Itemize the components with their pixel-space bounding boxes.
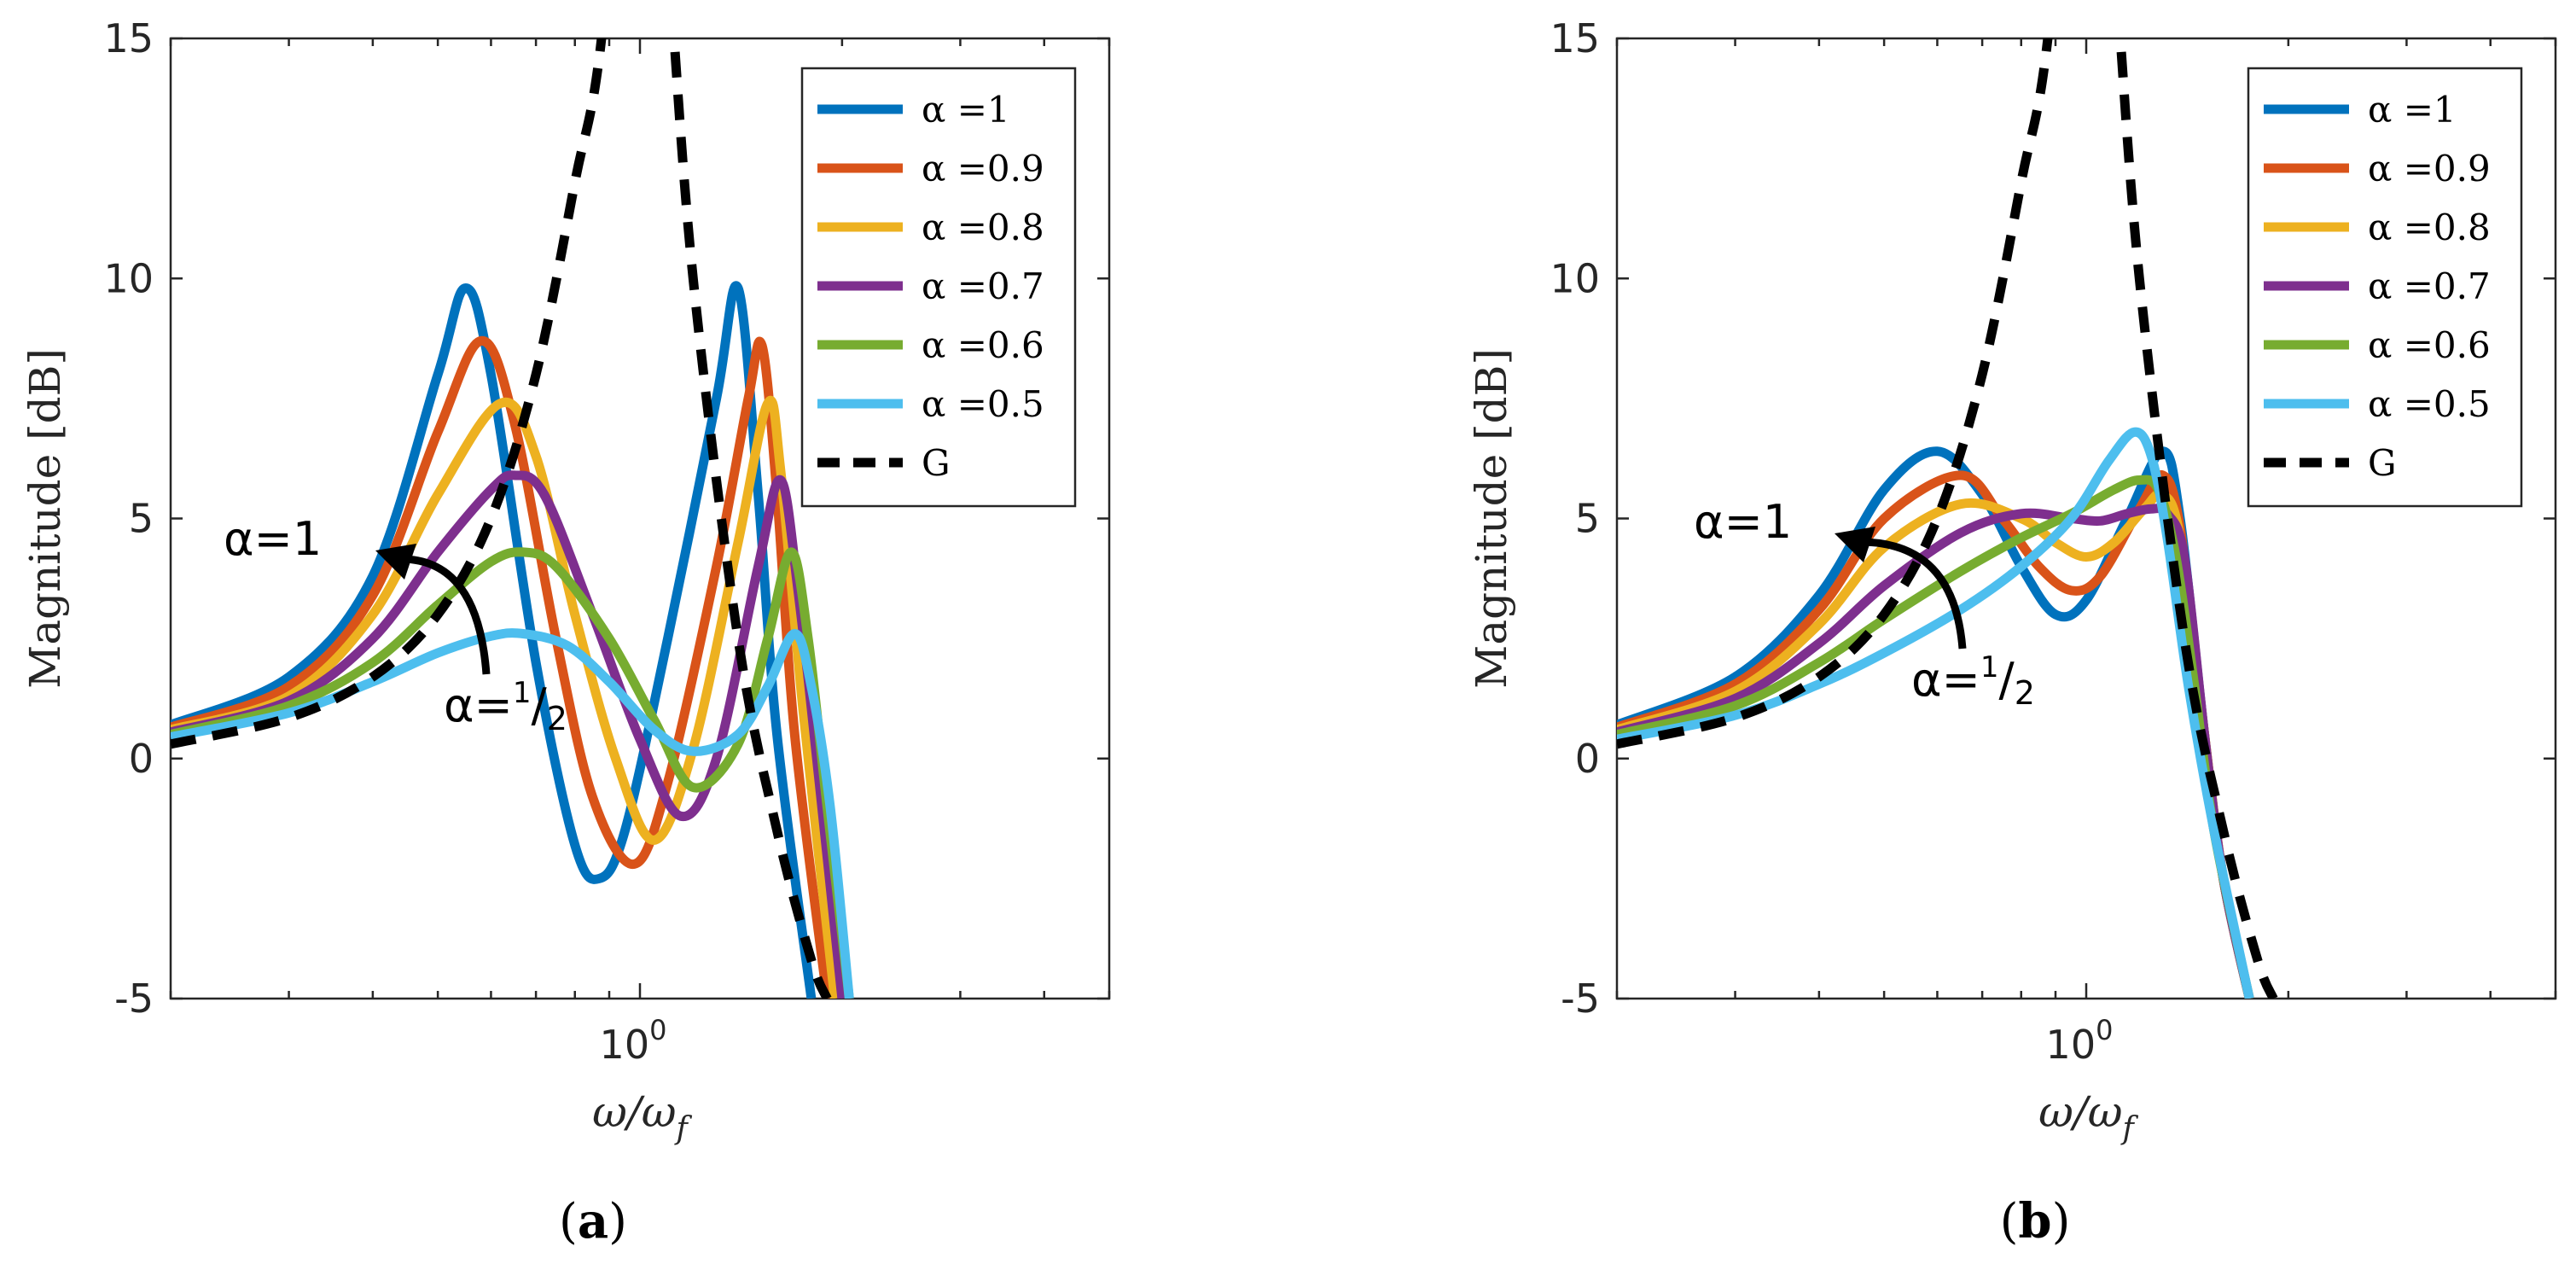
annotation-alpha-1: α=1	[1694, 495, 1792, 549]
annotation-arrowhead	[375, 544, 416, 580]
legend-label: α =0.8	[2368, 207, 2491, 248]
series-line-5	[171, 628, 854, 999]
y-axis-label: Magnitude [dB]	[1467, 348, 1516, 689]
legend-label: α =0.7	[2368, 265, 2491, 307]
legend-label: α =0.9	[2368, 148, 2491, 189]
legend-label: α =0.9	[922, 148, 1044, 189]
legend-label: α =0.7	[922, 265, 1044, 307]
panel-sublabel: (b)	[2000, 1193, 2071, 1249]
annotation-arrow	[1859, 538, 1967, 649]
series-line-G	[171, 38, 832, 999]
legend-label: G	[2368, 442, 2397, 484]
series-line-4	[1617, 475, 2254, 999]
plot-area	[171, 38, 854, 999]
y-tick-label: 0	[129, 736, 154, 782]
legend-label: α =0.8	[922, 207, 1044, 248]
y-tick-label: 5	[129, 496, 154, 542]
y-tick-label: 10	[103, 255, 154, 301]
legend-label: α =1	[922, 89, 1010, 131]
y-tick-label: 0	[1575, 736, 1600, 782]
legend-label: α =0.6	[922, 324, 1044, 366]
annotation-alpha-half: α=1/2	[444, 676, 567, 737]
annotation-arrowhead	[1835, 527, 1875, 562]
legend-label: G	[922, 442, 951, 484]
series-line-0	[171, 281, 817, 999]
y-axis-label: Magnitude [dB]	[20, 348, 70, 689]
y-tick-label: -5	[1561, 976, 1600, 1022]
series-line-3	[1617, 504, 2254, 999]
legend-label: α =0.5	[2368, 383, 2491, 425]
plot-area	[1617, 38, 2278, 999]
annotation-alpha-1: α=1	[224, 512, 322, 566]
legend-label: α =0.6	[2368, 324, 2491, 366]
series-line-4	[171, 547, 854, 999]
legend: α =1 α =0.9 α =0.8 α =0.7 α =0.6 α =0.5 G	[2247, 67, 2523, 508]
annotation-alpha-half: α=1/2	[1911, 650, 2035, 712]
x-axis-label: ω/ωf	[2038, 1087, 2138, 1146]
legend: α =1 α =0.9 α =0.8 α =0.7 α =0.6 α =0.5 G	[800, 67, 1077, 508]
x-tick-label: 100	[600, 1014, 667, 1068]
x-tick-label: 100	[2046, 1014, 2114, 1068]
panel-sublabel: (a)	[559, 1193, 627, 1249]
x-axis-label: ω/ωf	[592, 1087, 692, 1146]
y-tick-label: -5	[114, 976, 154, 1022]
y-tick-label: 5	[1575, 496, 1600, 542]
legend-label: α =0.5	[922, 383, 1044, 425]
series-line-G	[1617, 38, 2278, 999]
y-tick-label: 10	[1550, 255, 1600, 301]
y-tick-label: 15	[1550, 15, 1600, 61]
legend-label: α =1	[2368, 89, 2457, 131]
series-line-5	[1617, 427, 2254, 999]
annotation-arrow	[400, 555, 491, 675]
y-tick-label: 15	[103, 15, 154, 61]
